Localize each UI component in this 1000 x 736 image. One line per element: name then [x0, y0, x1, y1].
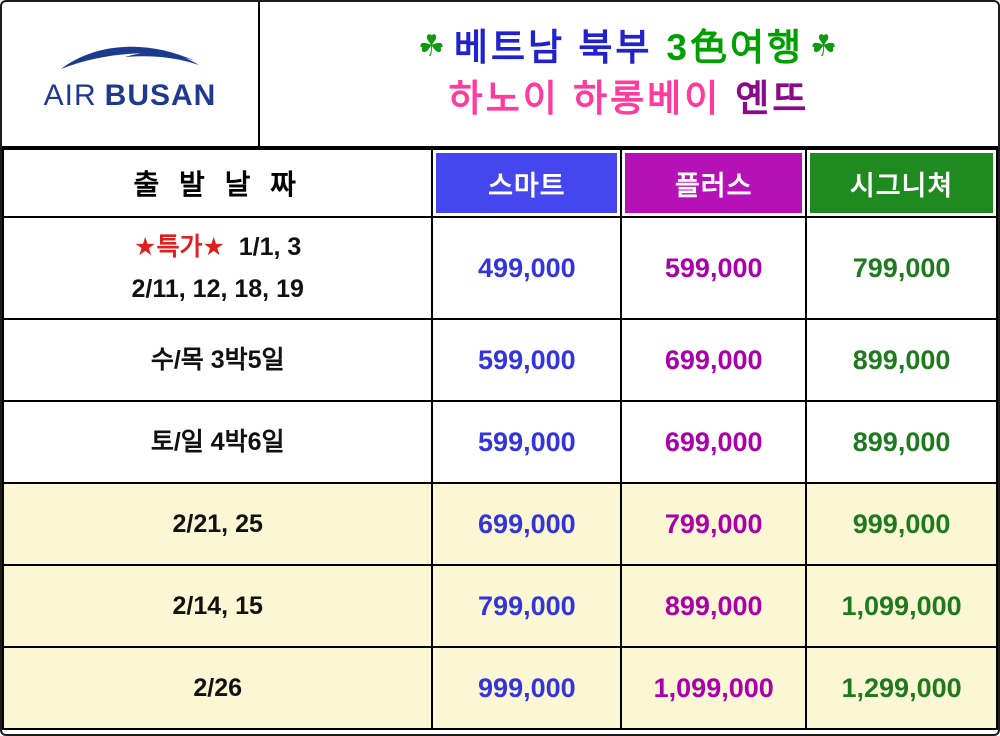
column-header-signature: 시그니쳐 [805, 148, 998, 218]
plus-price-cell: 699,000 [620, 318, 808, 402]
signature-header-badge: 시그니쳐 [810, 153, 993, 213]
airbusan-logo: AIR BUSAN [2, 2, 260, 146]
plus-price-cell: 699,000 [620, 400, 808, 484]
departure-date-cell: ★특가★ 1/1, 3 2/11, 12, 18, 19 [2, 216, 434, 320]
title-cities: 하노이 하롱베이 [448, 78, 722, 119]
table-row: 2/26 999,000 1,099,000 1,299,000 [2, 646, 998, 730]
airbusan-logo-text: AIR BUSAN [44, 79, 217, 113]
departure-date-cell: 2/14, 15 [2, 564, 434, 648]
title-yentu: 옌뜨 [735, 78, 810, 119]
header-banner: AIR BUSAN ☘ 베트남 북부 3色여행 ☘ 하노이 하롱베이 옌뜨 [2, 2, 998, 148]
signature-price-cell: 1,299,000 [805, 646, 998, 730]
title-line-2: 하노이 하롱베이 옌뜨 [448, 78, 810, 120]
date-text: 1/1, 3 [238, 232, 302, 261]
title-region: 베트남 북부 [453, 27, 653, 69]
special-badge: ★특가★ [134, 232, 225, 261]
table-row: 토/일 4박6일 599,000 699,000 899,000 [2, 400, 998, 484]
departure-date-cell: 2/26 [2, 646, 434, 730]
title-line-1: ☘ 베트남 북부 3色여행 ☘ [412, 27, 846, 69]
table-row: 2/14, 15 799,000 899,000 1,099,000 [2, 564, 998, 648]
smart-price-cell: 599,000 [431, 318, 623, 402]
column-header-plus: 플러스 [620, 148, 808, 218]
table-row: 2/21, 25 699,000 799,000 999,000 [2, 482, 998, 566]
plus-price-cell: 899,000 [620, 564, 808, 648]
signature-price-cell: 1,099,000 [805, 564, 998, 648]
clover-left-icon: ☘ [418, 30, 448, 64]
smart-price-cell: 999,000 [431, 646, 623, 730]
logo-air-label: AIR [43, 79, 97, 112]
smart-price-cell: 799,000 [431, 564, 623, 648]
plus-price-cell: 799,000 [620, 482, 808, 566]
clover-right-icon: ☘ [810, 30, 840, 64]
column-header-smart: 스마트 [431, 148, 623, 218]
table-header-row: 출 발 날 짜 스마트 플러스 시그니쳐 [2, 148, 998, 218]
smart-header-badge: 스마트 [436, 153, 618, 213]
date-line-1: ★특가★ 1/1, 3 [4, 226, 431, 269]
logo-busan-label: BUSAN [104, 79, 217, 112]
departure-date-cell: 토/일 4박6일 [2, 400, 434, 484]
departure-date-cell: 수/목 3박5일 [2, 318, 434, 402]
title-area: ☘ 베트남 북부 3色여행 ☘ 하노이 하롱베이 옌뜨 [260, 2, 998, 146]
smart-price-cell: 599,000 [431, 400, 623, 484]
smart-price-cell: 699,000 [431, 482, 623, 566]
signature-price-cell: 799,000 [805, 216, 998, 320]
table-row-special: ★특가★ 1/1, 3 2/11, 12, 18, 19 499,000 599… [2, 216, 998, 320]
smart-price-cell: 499,000 [431, 216, 623, 320]
plus-price-cell: 599,000 [620, 216, 808, 320]
airbusan-wave-icon [61, 46, 199, 69]
plus-price-cell: 1,099,000 [620, 646, 808, 730]
plus-header-badge: 플러스 [625, 153, 803, 213]
departure-date-cell: 2/21, 25 [2, 482, 434, 566]
column-header-date: 출 발 날 짜 [2, 148, 434, 218]
signature-price-cell: 899,000 [805, 318, 998, 402]
table-row: 수/목 3박5일 599,000 699,000 899,000 [2, 318, 998, 402]
date-line-2: 2/11, 12, 18, 19 [131, 275, 304, 303]
price-table: 출 발 날 짜 스마트 플러스 시그니쳐 ★특가★ 1/1, 3 2/11, 1… [2, 148, 998, 730]
title-theme: 3色여행 [666, 27, 805, 69]
signature-price-cell: 999,000 [805, 482, 998, 566]
signature-price-cell: 899,000 [805, 400, 998, 484]
